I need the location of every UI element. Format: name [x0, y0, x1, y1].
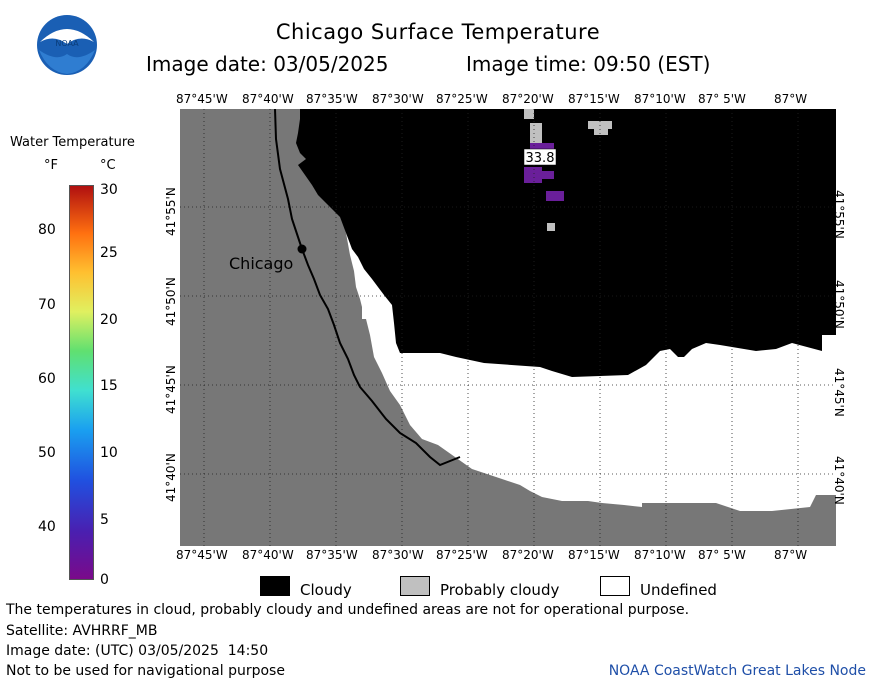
latitude-label: 41°50'N: [832, 280, 846, 329]
celsius-tick: 20: [100, 312, 118, 328]
navigation-warning: Not to be used for navigational purpose: [6, 663, 285, 679]
scale-unit-c: °C: [100, 158, 116, 173]
longitude-label: 87°40'W: [242, 92, 294, 106]
longitude-label: 87°25'W: [436, 92, 488, 106]
disclaimer: The temperatures in cloud, probably clou…: [6, 602, 690, 618]
latitude-label: 41°50'N: [164, 277, 178, 326]
longitude-label: 87°45'W: [176, 548, 228, 562]
temperature-colorbar: [69, 185, 94, 580]
celsius-tick: 10: [100, 445, 118, 461]
longitude-label: 87°W: [774, 92, 808, 106]
longitude-label: 87°30'W: [372, 548, 424, 562]
celsius-tick: 5: [100, 512, 109, 528]
fahrenheit-tick: 60: [38, 371, 56, 387]
latitude-label: 41°45'N: [832, 368, 846, 417]
longitude-label: 87°W: [774, 548, 808, 562]
latitude-label: 41°40'N: [164, 453, 178, 502]
city-label: Chicago: [229, 254, 294, 273]
noaa-logo: NOAA: [36, 14, 98, 76]
scale-title: Water Temperature: [10, 135, 135, 150]
fahrenheit-tick: 70: [38, 297, 56, 313]
longitude-label: 87°15'W: [568, 92, 620, 106]
longitude-label: 87°20'W: [502, 92, 554, 106]
legend-probably-cloudy-label: Probably cloudy: [440, 581, 560, 599]
satellite-info: Satellite: AVHRRF_MB: [6, 623, 158, 639]
credit-label: NOAA CoastWatch Great Lakes Node: [608, 663, 866, 679]
image-date: Image date: 03/05/2025: [146, 52, 389, 76]
chicago-marker: [297, 244, 307, 254]
longitude-label: 87°25'W: [436, 548, 488, 562]
image-time: Image time: 09:50 (EST): [466, 52, 711, 76]
longitude-label: 87° 5'W: [698, 92, 746, 106]
map-frame: 33.8: [180, 108, 876, 546]
legend-undefined-swatch: [600, 576, 630, 596]
longitude-label: 87°10'W: [634, 92, 686, 106]
longitude-label: 87°35'W: [306, 548, 358, 562]
legend-undefined-label: Undefined: [640, 581, 717, 599]
legend-probably-cloudy-swatch: [400, 576, 430, 596]
longitude-label: 87°35'W: [306, 92, 358, 106]
water-temperature-pixels: [524, 143, 564, 201]
latitude-label: 41°40'N: [832, 456, 846, 505]
celsius-tick: 15: [100, 378, 118, 394]
legend-cloudy-label: Cloudy: [300, 581, 352, 599]
logo-text: NOAA: [55, 39, 79, 48]
graticule: [180, 109, 836, 546]
celsius-tick: 0: [100, 572, 109, 588]
longitude-label: 87°40'W: [242, 548, 294, 562]
cloudy-region: [296, 109, 836, 377]
celsius-tick: 30: [100, 182, 118, 198]
latitude-label: 41°45'N: [164, 365, 178, 414]
temperature-reading: 33.8: [526, 151, 555, 166]
fahrenheit-tick: 80: [38, 222, 56, 238]
fahrenheit-tick: 40: [38, 519, 56, 535]
utc-date: Image date: (UTC) 03/05/2025 14:50: [6, 643, 269, 659]
latitude-label: 41°55'N: [164, 187, 178, 236]
longitude-label: 87°45'W: [176, 92, 228, 106]
longitude-label: 87°30'W: [372, 92, 424, 106]
page-title: Chicago Surface Temperature: [275, 20, 601, 44]
longitude-label: 87°10'W: [634, 548, 686, 562]
temperature-label-box: [523, 148, 557, 166]
longitude-label: 87°20'W: [502, 548, 554, 562]
latitude-label: 41°55'N: [832, 190, 846, 239]
fahrenheit-tick: 50: [38, 445, 56, 461]
longitude-label: 87°15'W: [568, 548, 620, 562]
longitude-label: 87° 5'W: [698, 548, 746, 562]
scale-unit-f: °F: [44, 158, 58, 173]
legend-cloudy-swatch: [260, 576, 290, 596]
shoreline: [274, 108, 461, 467]
celsius-tick: 25: [100, 245, 118, 261]
